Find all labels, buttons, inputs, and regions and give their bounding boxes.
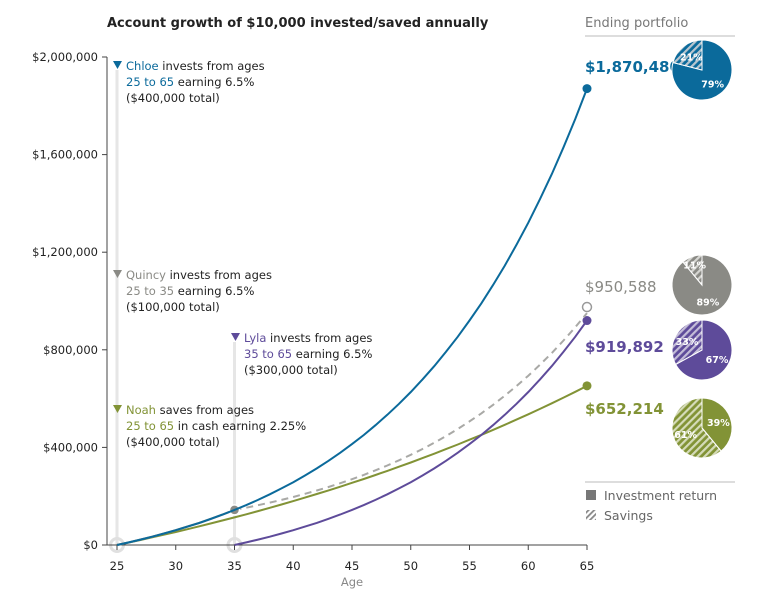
annotations: Chloe invests from ages 25 to 65 earning … [113,59,372,449]
annotation-total: ($400,000 total) [126,435,220,449]
annotation-line-2: 35 to 65 earning 6.5% [244,347,372,361]
triangle-marker-icon [113,61,122,69]
series-line-quincy-dashed [234,312,588,511]
x-tick-label: 25 [110,559,125,573]
x-tick-label: 50 [403,559,418,573]
annotation-noah: Noah saves from ages 25 to 65 in cash ear… [113,403,306,449]
y-tick-label: $1,600,000 [32,148,98,162]
panel-title: Ending portfolio [585,16,688,31]
annotation-range: 35 to 65 [244,347,292,361]
axes: $0 $400,000 $800,000 $1,200,000 $1,600,000 $2… [32,50,594,573]
ending-value-noah: $652,214 [585,400,664,418]
annotation-total: ($400,000 total) [126,91,220,105]
triangle-marker-icon [231,333,240,341]
annotation-line-1: Quincy invests from ages [126,268,272,282]
pie-label-return: 39% [707,418,730,429]
x-tick-label: 60 [521,559,536,573]
annotation-quincy: Quincy invests from ages 25 to 35 earning… [113,268,272,314]
pie-label-savings: 33% [676,337,699,348]
pie-label-return: 89% [697,297,720,308]
pie-slice-savings [672,39,703,71]
pie-label-savings: 61% [674,430,697,441]
y-tick-label: $2,000,000 [32,50,98,64]
x-tick-label: 30 [168,559,183,573]
pie-slice-investment-return [701,397,733,452]
pie-quincy: 89% 11% [671,254,733,316]
pie-chloe: 79% 21% [671,39,733,101]
series-endpoint-noah [582,381,592,391]
annotation-total: ($100,000 total) [126,300,220,314]
series-line-quincy [116,508,235,547]
annotation-chloe: Chloe invests from ages 25 to 65 earning … [113,59,265,105]
x-tick-label: 45 [345,559,360,573]
annotation-range: 25 to 65 [126,419,174,433]
annotation-line-2: 25 to 35 earning 6.5% [126,284,254,298]
x-tick-label: 35 [227,559,242,573]
annotation-name: Noah [126,403,156,417]
series-line-noah [116,385,588,546]
annotation-verb: invests from ages [166,268,272,282]
series-line-chloe [116,88,588,546]
pie-lyla: 67% 33% [671,319,733,381]
annotation-name: Chloe [126,59,159,73]
ending-value-chloe: $1,870,480 [585,58,680,76]
pie-slice-savings [671,397,722,459]
legend-label-investment-return: Investment return [604,488,717,503]
ending-value-quincy: $950,588 [585,278,657,296]
annotation-verb: invests from ages [266,331,372,345]
annotation-line-1: Chloe invests from ages [126,59,265,73]
annotation-line-2: 25 to 65 earning 6.5% [126,75,254,89]
annotation-lyla: Lyla invests from ages 35 to 65 earning 6… [231,331,372,377]
annotation-name: Quincy [126,268,166,282]
ending-value-lyla: $919,892 [585,338,664,356]
annotation-range: 25 to 65 [126,75,174,89]
triangle-marker-icon [113,405,122,413]
legend-swatch-savings [586,510,596,520]
legend-label-savings: Savings [604,508,653,523]
annotation-verb: saves from ages [156,403,254,417]
pie-slice-savings [671,319,703,366]
annotation-verb: invests from ages [159,59,265,73]
pie-slice-savings [682,254,703,287]
annotation-rate: in cash earning 2.25% [174,419,306,433]
annotation-line-1: Lyla invests from ages [244,331,372,345]
annotation-total: ($300,000 total) [244,363,338,377]
annotation-rate: earning 6.5% [174,75,254,89]
annotation-rate: earning 6.5% [174,284,254,298]
y-tick-label: $800,000 [43,343,98,357]
series-endpoint-quincy [581,301,593,313]
chart-title: Account growth of $10,000 invested/saved… [107,16,489,31]
x-axis-label: Age [341,575,363,589]
y-tick-label: $1,200,000 [32,245,98,259]
series-lines [116,84,593,547]
series-endpoint-chloe [582,84,592,94]
x-tick-label: 65 [580,559,595,573]
annotation-name: Lyla [244,331,266,345]
pie-slice-investment-return [675,319,733,381]
pie-noah: 39% 61% [671,397,733,459]
legend-swatch-investment-return [586,490,596,500]
pie-label-savings: 11% [683,261,706,272]
x-tick-label: 55 [462,559,477,573]
series-line-lyla [234,319,588,546]
ending-portfolio-panel: Ending portfolio $1,870,480 79% 21% $950,588… [585,16,735,523]
annotation-rate: earning 6.5% [292,347,372,361]
annotation-range: 25 to 35 [126,284,174,298]
triangle-marker-icon [113,270,122,278]
pie-label-savings: 21% [680,52,703,63]
pie-label-return: 79% [701,80,724,91]
y-tick-label: $0 [83,538,98,552]
x-tick-label: 40 [286,559,301,573]
y-tick-label: $400,000 [43,440,98,454]
annotation-line-2: 25 to 65 in cash earning 2.25% [126,419,306,433]
series-endpoint-lyla [582,316,592,326]
pie-label-return: 67% [706,355,729,366]
annotation-line-1: Noah saves from ages [126,403,254,417]
